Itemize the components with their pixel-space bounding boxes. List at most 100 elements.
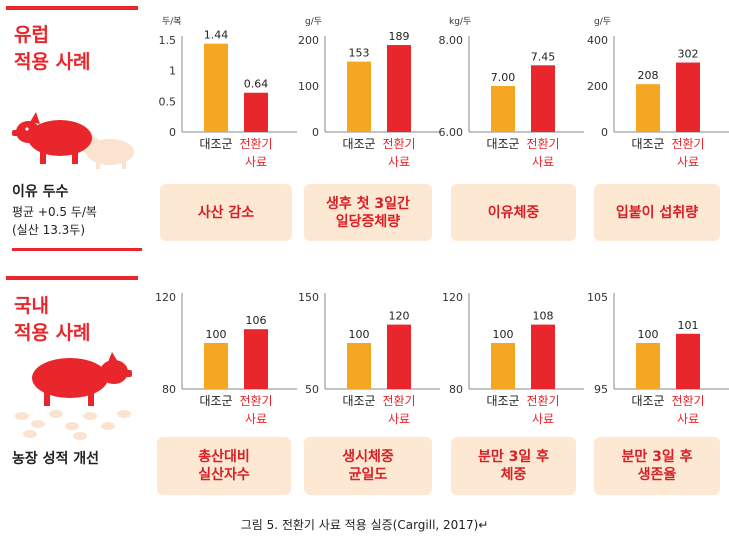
chart2-category-label: 대조군	[342, 137, 375, 151]
chart7-bar-treatment	[531, 324, 555, 389]
chart2-bar-control	[347, 61, 371, 133]
chart2-label-box: 생후 첫 3일간 일당증체량	[304, 184, 432, 241]
chart1-tick-label: 1	[169, 65, 176, 78]
chart2-category-label: 전환기	[382, 137, 415, 151]
chart8-category-label: 전환기	[671, 394, 704, 408]
chart3-category-label: 사료	[532, 155, 554, 169]
chart1-label-box: 사산 감소	[160, 184, 292, 241]
chart2-value-label: 153	[349, 47, 370, 60]
chart8-label-box: 분만 3일 후 생존율	[594, 437, 720, 495]
chart4-label-box: 입붙이 섭취량	[594, 184, 720, 241]
chart2-unit-label: g/두	[305, 16, 322, 27]
chart6-label-box: 생시체중 균일도	[304, 437, 432, 495]
chart1-bar-treatment	[244, 92, 268, 132]
chart1-value-label: 0.64	[244, 78, 269, 91]
section2-top-line	[6, 276, 138, 280]
chart4-bar-treatment	[676, 62, 700, 132]
chart2-tick-label: 0	[312, 126, 319, 139]
chart8-category-label: 사료	[677, 412, 699, 426]
chart4-tick-label: 200	[587, 80, 608, 93]
pig-and-piglet-icon	[10, 100, 140, 170]
chart7-value-label: 100	[493, 328, 514, 341]
section1-bottom-line	[12, 248, 142, 251]
chart3-tick-label: 8.00	[439, 34, 464, 47]
sow-with-piglets-icon	[10, 350, 140, 442]
chart7-value-label: 108	[533, 310, 554, 323]
chart6-tick-label: 150	[298, 291, 319, 304]
chart3-label-box: 이유체중	[451, 184, 576, 241]
chart5-category-label: 전환기	[239, 394, 272, 408]
chart6-category-label: 대조군	[342, 394, 375, 408]
chart8-bar-treatment	[676, 333, 700, 389]
chart5-tick-label: 120	[155, 291, 176, 304]
chart3-value-label: 7.45	[531, 50, 556, 63]
chart4-category-label: 전환기	[671, 137, 704, 151]
section1-stat-title: 이유 두수	[12, 184, 69, 200]
chart7-category-label: 전환기	[526, 394, 559, 408]
section2-stat-title: 농장 성적 개선	[12, 451, 100, 467]
chart1-value-label: 1.44	[204, 29, 229, 42]
chart2-tick-label: 200	[298, 34, 319, 47]
chart5-category-label: 대조군	[199, 394, 232, 408]
chart3-category-label: 대조군	[486, 137, 519, 151]
section1-stat-line2: (실산 13.3두)	[12, 223, 86, 237]
chart3-tick-label: 6.00	[439, 126, 464, 139]
section1-title: 유럽 적용 사례	[14, 24, 91, 73]
chart8-bar-control	[636, 343, 660, 389]
chart1-category-label: 사료	[245, 155, 267, 169]
chart1-tick-label: 0.5	[159, 95, 177, 108]
chart3-bar-treatment	[531, 65, 555, 132]
chart4-unit-label: g/두	[594, 16, 611, 27]
chart5-value-label: 106	[246, 314, 267, 327]
chart8-tick-label: 95	[594, 383, 608, 396]
chart1-bar-control	[204, 43, 228, 132]
chart4-tick-label: 0	[601, 126, 608, 139]
chart3-category-label: 전환기	[526, 137, 559, 151]
chart7-bar-control	[491, 343, 515, 389]
chart4-category-label: 대조군	[631, 137, 664, 151]
chart5-bar-treatment	[244, 329, 268, 389]
chart8-tick-label: 105	[587, 291, 608, 304]
chart1-tick-label: 1.5	[159, 34, 177, 47]
chart6-category-label: 전환기	[382, 394, 415, 408]
chart2-bar-treatment	[387, 45, 411, 133]
chart7-category-label: 대조군	[486, 394, 519, 408]
chart4-value-label: 208	[638, 69, 659, 82]
chart4-bar-control	[636, 84, 660, 132]
chart1-category-label: 대조군	[199, 137, 232, 151]
chart7-tick-label: 120	[442, 291, 463, 304]
chart6-bar-control	[347, 343, 371, 389]
section1-top-line	[6, 6, 138, 10]
chart5-label-box: 총산대비 실산자수	[157, 437, 291, 495]
chart4-category-label: 사료	[677, 155, 699, 169]
chart7-label-box: 분만 3일 후 체중	[451, 437, 576, 495]
chart6-tick-label: 50	[305, 383, 319, 396]
chart5-bar-control	[204, 343, 228, 389]
chart4-tick-label: 400	[587, 34, 608, 47]
chart5-category-label: 사료	[245, 412, 267, 426]
chart4-value-label: 302	[678, 48, 699, 61]
chart2-category-label: 사료	[388, 155, 410, 169]
chart3-value-label: 7.00	[491, 71, 516, 84]
chart3-bar-control	[491, 86, 515, 132]
section2-title: 국내 적용 사례	[14, 295, 91, 344]
section1-stat-line1: 평균 +0.5 두/복	[12, 205, 97, 219]
figure-caption: 그림 5. 전환기 사료 적용 실증(Cargill, 2017)↵	[240, 518, 489, 532]
chart1-category-label: 전환기	[239, 137, 272, 151]
chart1-unit-label: 두/복	[162, 16, 182, 27]
chart7-category-label: 사료	[532, 412, 554, 426]
chart7-tick-label: 80	[449, 383, 463, 396]
chart5-tick-label: 80	[162, 383, 176, 396]
chart1-tick-label: 0	[169, 126, 176, 139]
chart6-value-label: 100	[349, 328, 370, 341]
chart6-category-label: 사료	[388, 412, 410, 426]
chart8-value-label: 101	[678, 319, 699, 332]
chart2-value-label: 189	[389, 30, 410, 43]
chart3-unit-label: kg/두	[449, 16, 471, 27]
chart8-category-label: 대조군	[631, 394, 664, 408]
chart8-value-label: 100	[638, 328, 659, 341]
chart6-bar-treatment	[387, 324, 411, 389]
chart5-value-label: 100	[206, 328, 227, 341]
chart6-value-label: 120	[389, 310, 410, 323]
